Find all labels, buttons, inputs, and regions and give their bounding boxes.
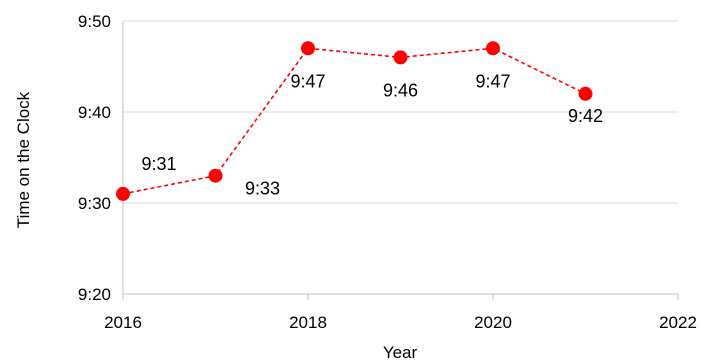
- data-label: 9:47: [290, 71, 325, 91]
- data-point: [116, 186, 130, 201]
- data-label-layer: 9:31 9:33 9:47 9:46 9:47 9:42: [141, 71, 603, 198]
- data-label: 9:46: [383, 80, 418, 100]
- data-point: [393, 50, 408, 65]
- data-label: 9:31: [141, 154, 176, 174]
- x-tick-label: 2016: [104, 313, 142, 332]
- y-axis-title: Time on the Clock: [14, 91, 33, 228]
- data-point: [301, 41, 315, 56]
- data-point: [208, 168, 223, 183]
- x-tick-label: 2018: [289, 313, 327, 332]
- axes: [122, 21, 679, 300]
- data-label: 9:47: [475, 71, 510, 91]
- y-tick-label: 9:50: [78, 12, 111, 31]
- y-tick-label: 9:20: [78, 285, 111, 304]
- data-label: 9:33: [245, 179, 280, 199]
- data-point: [486, 41, 500, 56]
- series-line: [122, 47, 586, 195]
- x-tick-label: 2022: [659, 313, 697, 332]
- gridlines: [123, 20, 678, 204]
- marker-layer: [116, 41, 593, 201]
- x-tick-label: 2020: [474, 313, 512, 332]
- y-tick-label: 9:40: [78, 103, 111, 122]
- data-label: 9:42: [568, 106, 603, 126]
- y-tick-label: 9:30: [78, 194, 111, 213]
- x-axis-title: Year: [383, 343, 418, 362]
- tick-labels: 9:20 9:30 9:40 9:50 2016 2018 2020 2022: [78, 12, 697, 332]
- data-point: [578, 86, 593, 101]
- series-line-layer: [122, 47, 586, 195]
